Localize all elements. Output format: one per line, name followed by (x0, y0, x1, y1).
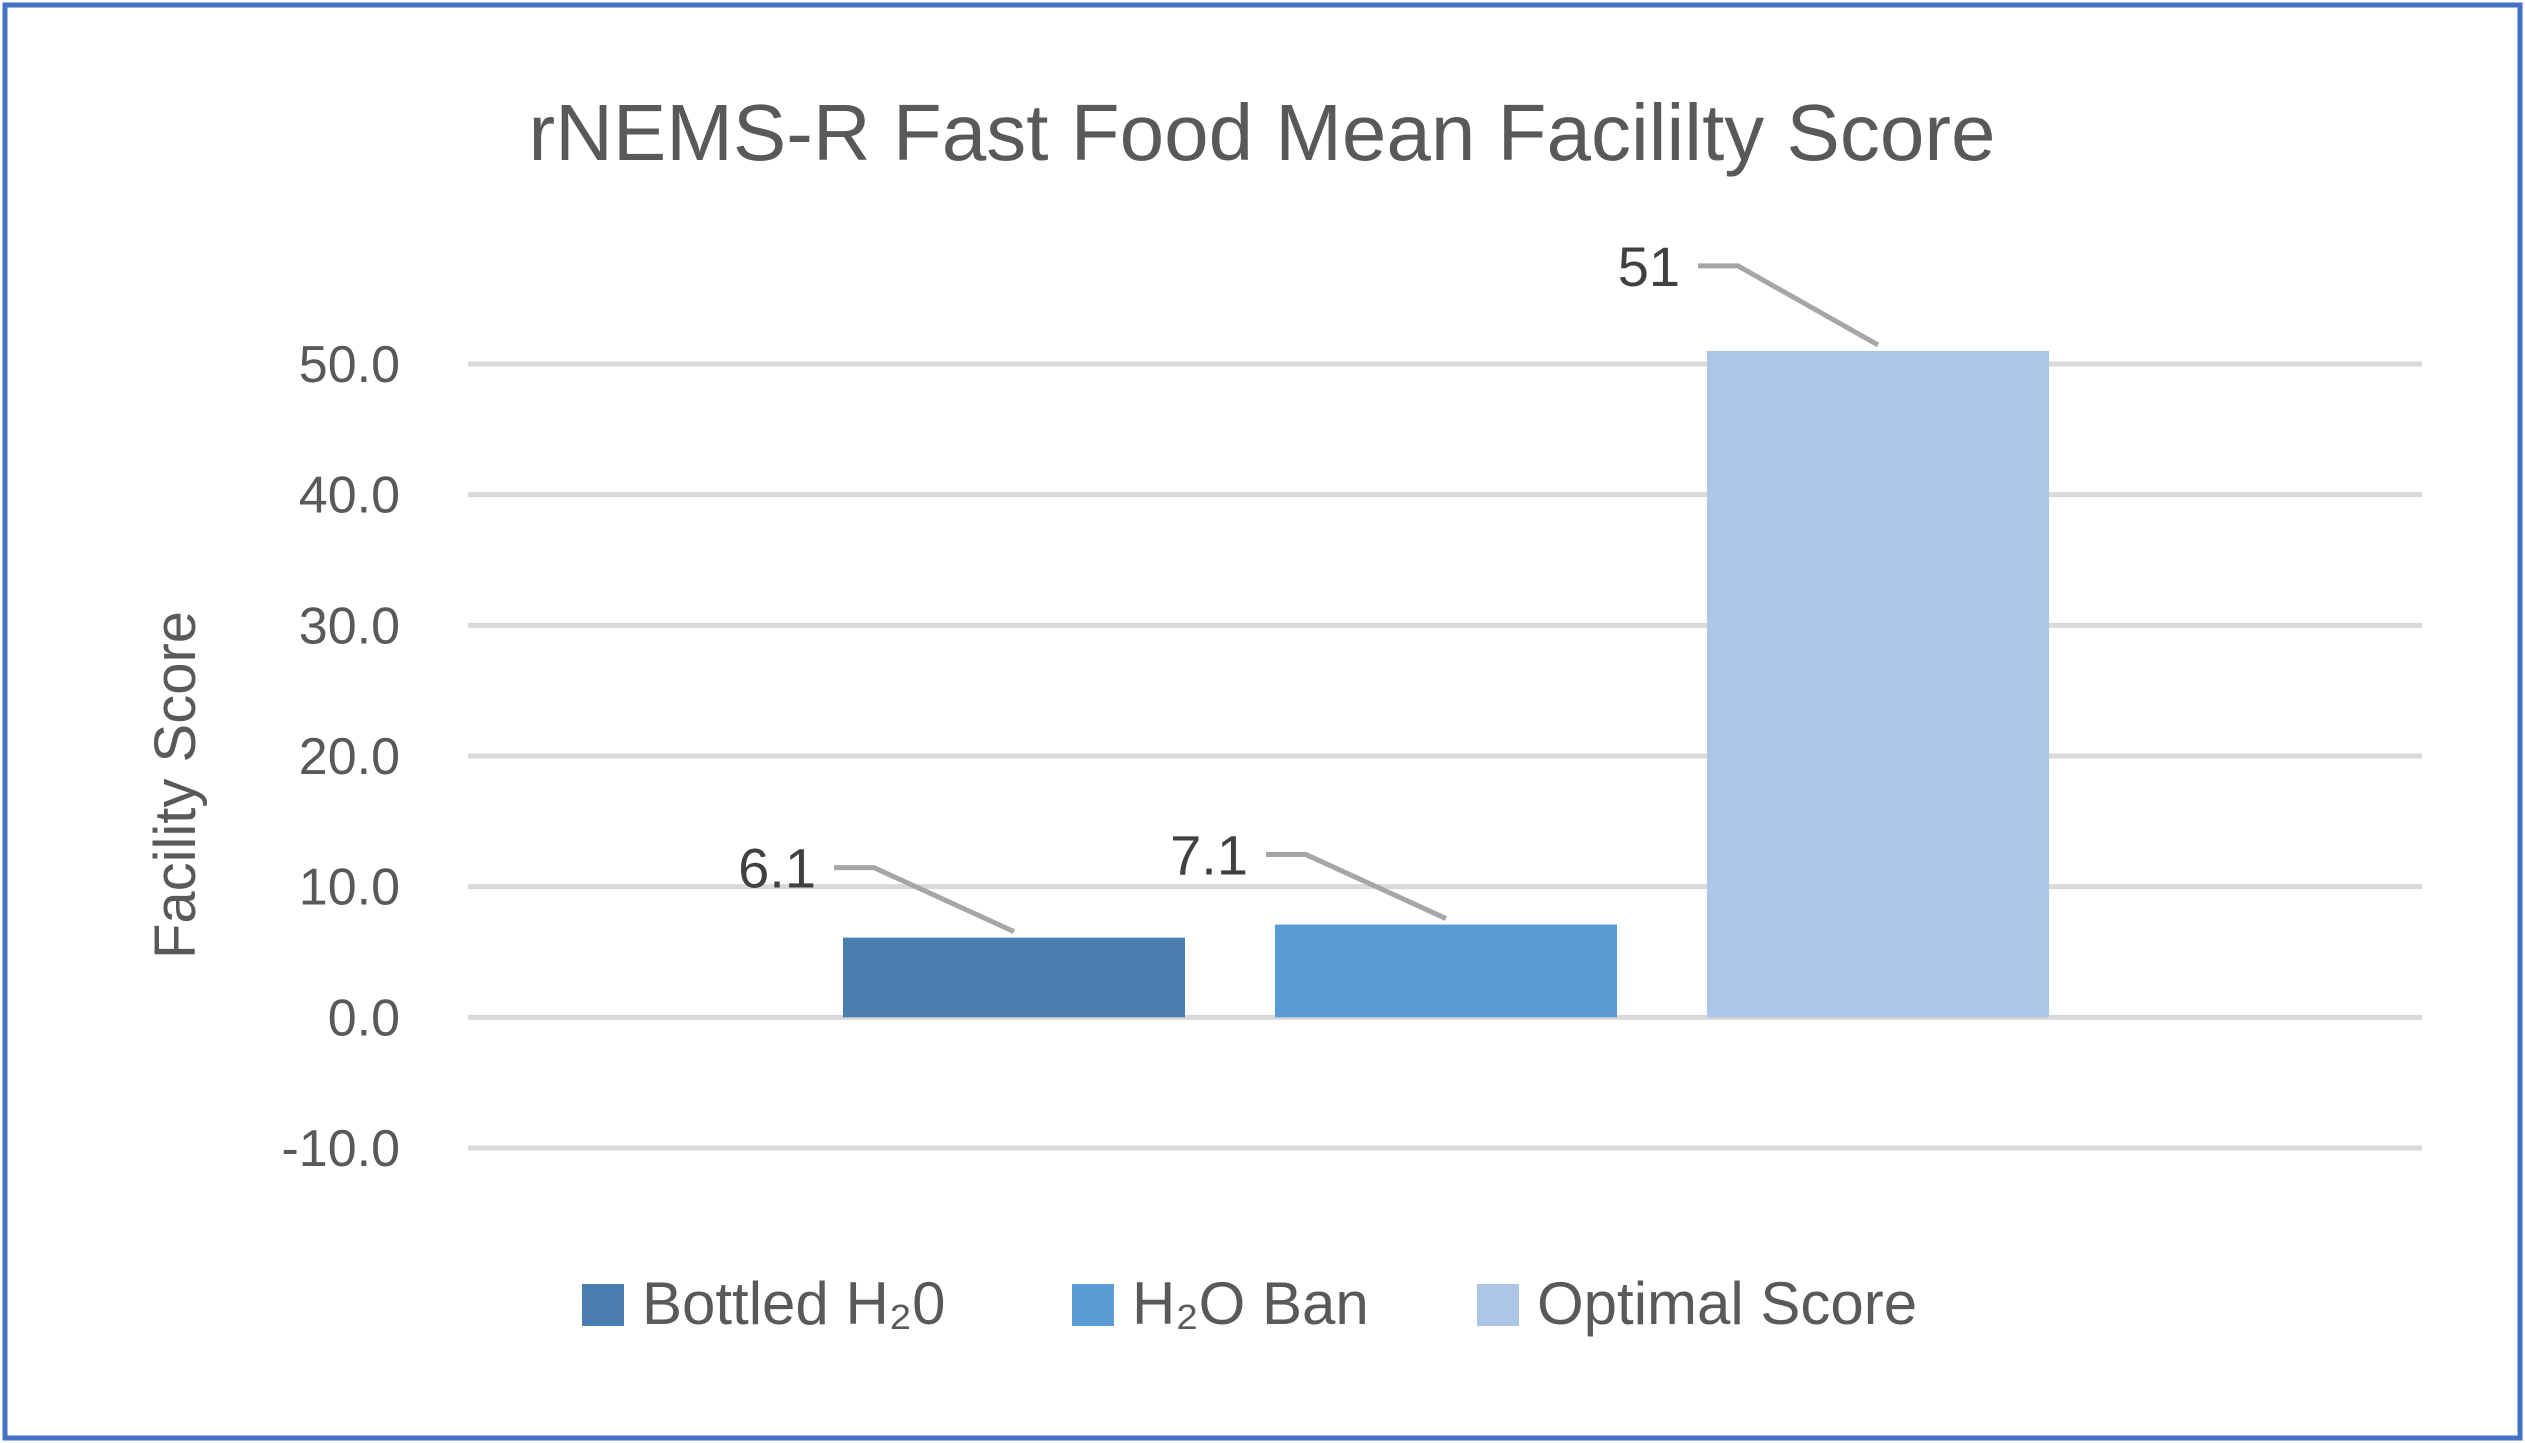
y-tick-label: 20.0 (299, 728, 400, 786)
y-tick-label: 50.0 (299, 336, 400, 394)
y-tick-label: 0.0 (328, 989, 400, 1047)
data-label-leader (834, 865, 1016, 934)
legend-swatch (1072, 1284, 1114, 1326)
legend-swatch (1477, 1284, 1519, 1326)
data-label-leader (1266, 852, 1448, 921)
data-label: 6.1 (738, 837, 816, 900)
legend-swatch (582, 1284, 624, 1326)
bar-h-o-ban (1275, 924, 1617, 1018)
bar-optimal-score (1707, 350, 2049, 1018)
legend: Bottled H₂0 H₂O Ban Optimal Score (582, 1270, 1917, 1337)
y-tick-label: -10.0 (281, 1120, 400, 1178)
y-axis-label: Facility Score (143, 611, 208, 959)
chart-title: rNEMS-R Fast Food Mean Facililty Score (528, 88, 1995, 177)
data-labels: 6.1 7.1 51 (738, 235, 1880, 934)
data-label-leader (1698, 263, 1880, 348)
legend-label: Optimal Score (1537, 1270, 1917, 1337)
y-tick-label: 10.0 (299, 859, 400, 917)
legend-label: Bottled H₂0 (642, 1270, 945, 1337)
data-label: 7.1 (1170, 824, 1248, 887)
bars (843, 350, 2049, 1018)
data-label: 51 (1618, 235, 1680, 298)
y-tick-label: 30.0 (299, 597, 400, 655)
bar-bottled-h-0 (843, 937, 1185, 1018)
y-tick-labels: 50.0 40.0 30.0 20.0 10.0 0.0 -10.0 (281, 336, 400, 1178)
legend-label: H₂O Ban (1132, 1270, 1369, 1337)
y-tick-label: 40.0 (299, 467, 400, 525)
